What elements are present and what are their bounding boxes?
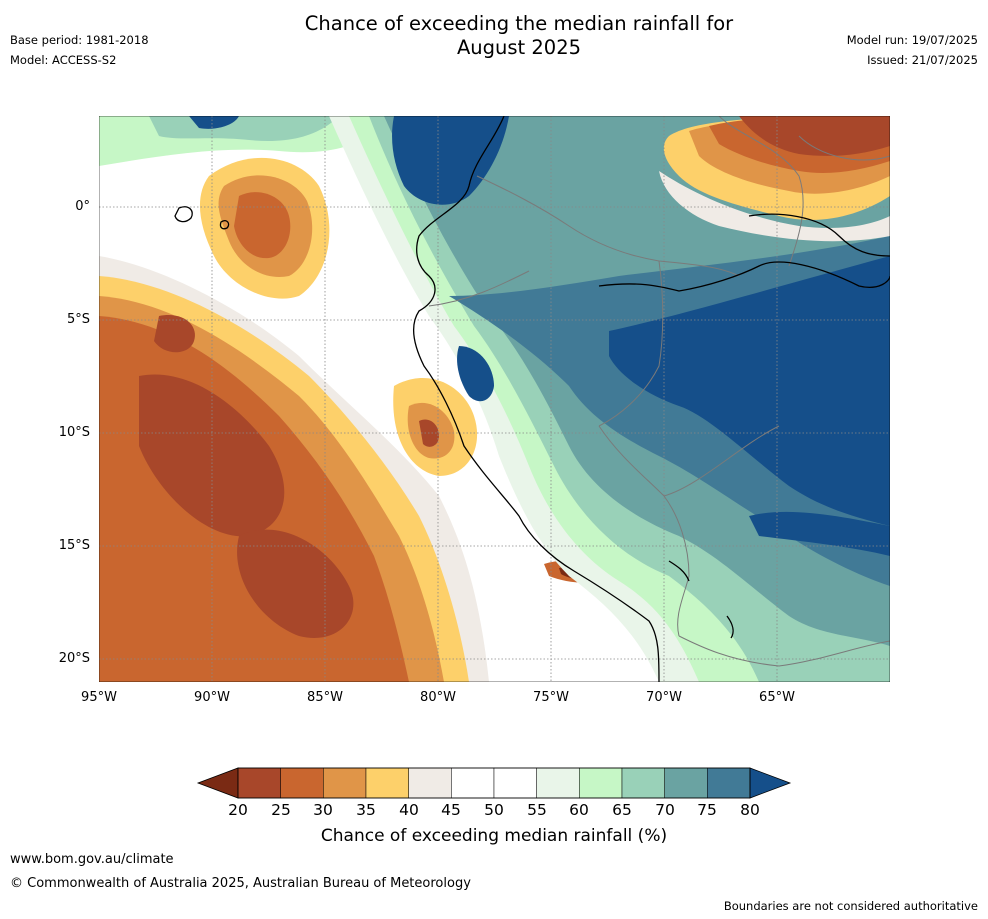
- lon-label-80w: 80°W: [420, 690, 456, 705]
- colorbar-segment: [408, 767, 452, 799]
- dry-core-1: [139, 374, 285, 537]
- map-title: Chance of exceeding the median rainfall …: [194, 12, 844, 60]
- colorbar: [196, 767, 792, 799]
- colorbar-tick: 40: [399, 801, 419, 819]
- lat-label-20s: 20°S: [58, 651, 90, 666]
- lon-label-75w: 75°W: [533, 690, 569, 705]
- rainfall-map: [98, 115, 891, 683]
- colorbar-high-arrow: [749, 767, 792, 799]
- lat-label-10s: 10°S: [58, 425, 90, 440]
- copyright: © Commonwealth of Australia 2025, Austra…: [10, 876, 471, 891]
- lat-label-0: 0°: [75, 199, 90, 214]
- lat-label-15s: 15°S: [58, 538, 90, 553]
- colorbar-segment: [323, 767, 367, 799]
- lat-label-5s: 5°S: [66, 312, 90, 327]
- colorbar-segment: [365, 767, 409, 799]
- meta-left: Base period: 1981-2018 Model: ACCESS-S2: [10, 30, 149, 70]
- wet-core-ne: [749, 511, 890, 556]
- colorbar-segment: [664, 767, 708, 799]
- colorbar-segment: [451, 767, 495, 799]
- wet-north-pacific-core: [189, 116, 239, 129]
- colorbar-segment: [621, 767, 665, 799]
- colorbar-tick: 60: [569, 801, 589, 819]
- rainfall-map-svg: [98, 115, 891, 683]
- lon-label-70w: 70°W: [646, 690, 682, 705]
- lon-label-90w: 90°W: [194, 690, 230, 705]
- model-name: Model: ACCESS-S2: [10, 53, 117, 67]
- wet-core-ecuador: [457, 346, 494, 402]
- colorbar-segment: [237, 767, 281, 799]
- title-line-2: August 2025: [456, 36, 582, 59]
- model-run: Model run: 19/07/2025: [846, 33, 978, 47]
- graticule: [99, 116, 890, 682]
- dry-core-3: [154, 315, 195, 353]
- wet-core-colombia: [392, 116, 509, 205]
- colorbar-tick: 30: [313, 801, 333, 819]
- disclaimer: Boundaries are not considered authoritat…: [723, 899, 978, 913]
- meta-right: Model run: 19/07/2025 Issued: 21/07/2025: [847, 30, 978, 70]
- colorbar-segment: [579, 767, 623, 799]
- coastline: [174, 116, 890, 682]
- colorbar-low-arrow: [196, 767, 239, 799]
- colorbar-frame: [237, 767, 751, 799]
- colorbar-tick: 70: [655, 801, 675, 819]
- title-line-1: Chance of exceeding the median rainfall …: [304, 12, 734, 35]
- dry-north-pale: [659, 171, 890, 242]
- dry-north-core: [739, 116, 890, 156]
- colorbar-tick: 20: [228, 801, 248, 819]
- dry-galapagos-core: [234, 192, 291, 259]
- colorbar-tick: 25: [271, 801, 291, 819]
- lon-label-85w: 85°W: [307, 690, 343, 705]
- colorbar-segment: [493, 767, 537, 799]
- colorbar-tick: 55: [527, 801, 547, 819]
- dry-core-2: [237, 529, 354, 638]
- colorbar-segment: [707, 767, 751, 799]
- colorbar-segments: [237, 767, 751, 799]
- lon-label-95w: 95°W: [81, 690, 117, 705]
- colorbar-tick: 50: [484, 801, 504, 819]
- colorbar-tick: 35: [356, 801, 376, 819]
- wet-core-amazon: [609, 256, 890, 526]
- base-period: Base period: 1981-2018: [10, 33, 149, 47]
- colorbar-segment: [280, 767, 324, 799]
- country-boundaries: [428, 116, 890, 667]
- bom-url: www.bom.gov.au/climate: [10, 852, 174, 867]
- colorbar-tick: 65: [612, 801, 632, 819]
- lon-label-65w: 65°W: [759, 690, 795, 705]
- issued-date: Issued: 21/07/2025: [867, 53, 978, 67]
- colorbar-tick: 80: [740, 801, 760, 819]
- colorbar-title: Chance of exceeding median rainfall (%): [320, 826, 668, 846]
- colorbar-segment: [536, 767, 580, 799]
- colorbar-tick: 75: [697, 801, 717, 819]
- colorbar-tick: 45: [441, 801, 461, 819]
